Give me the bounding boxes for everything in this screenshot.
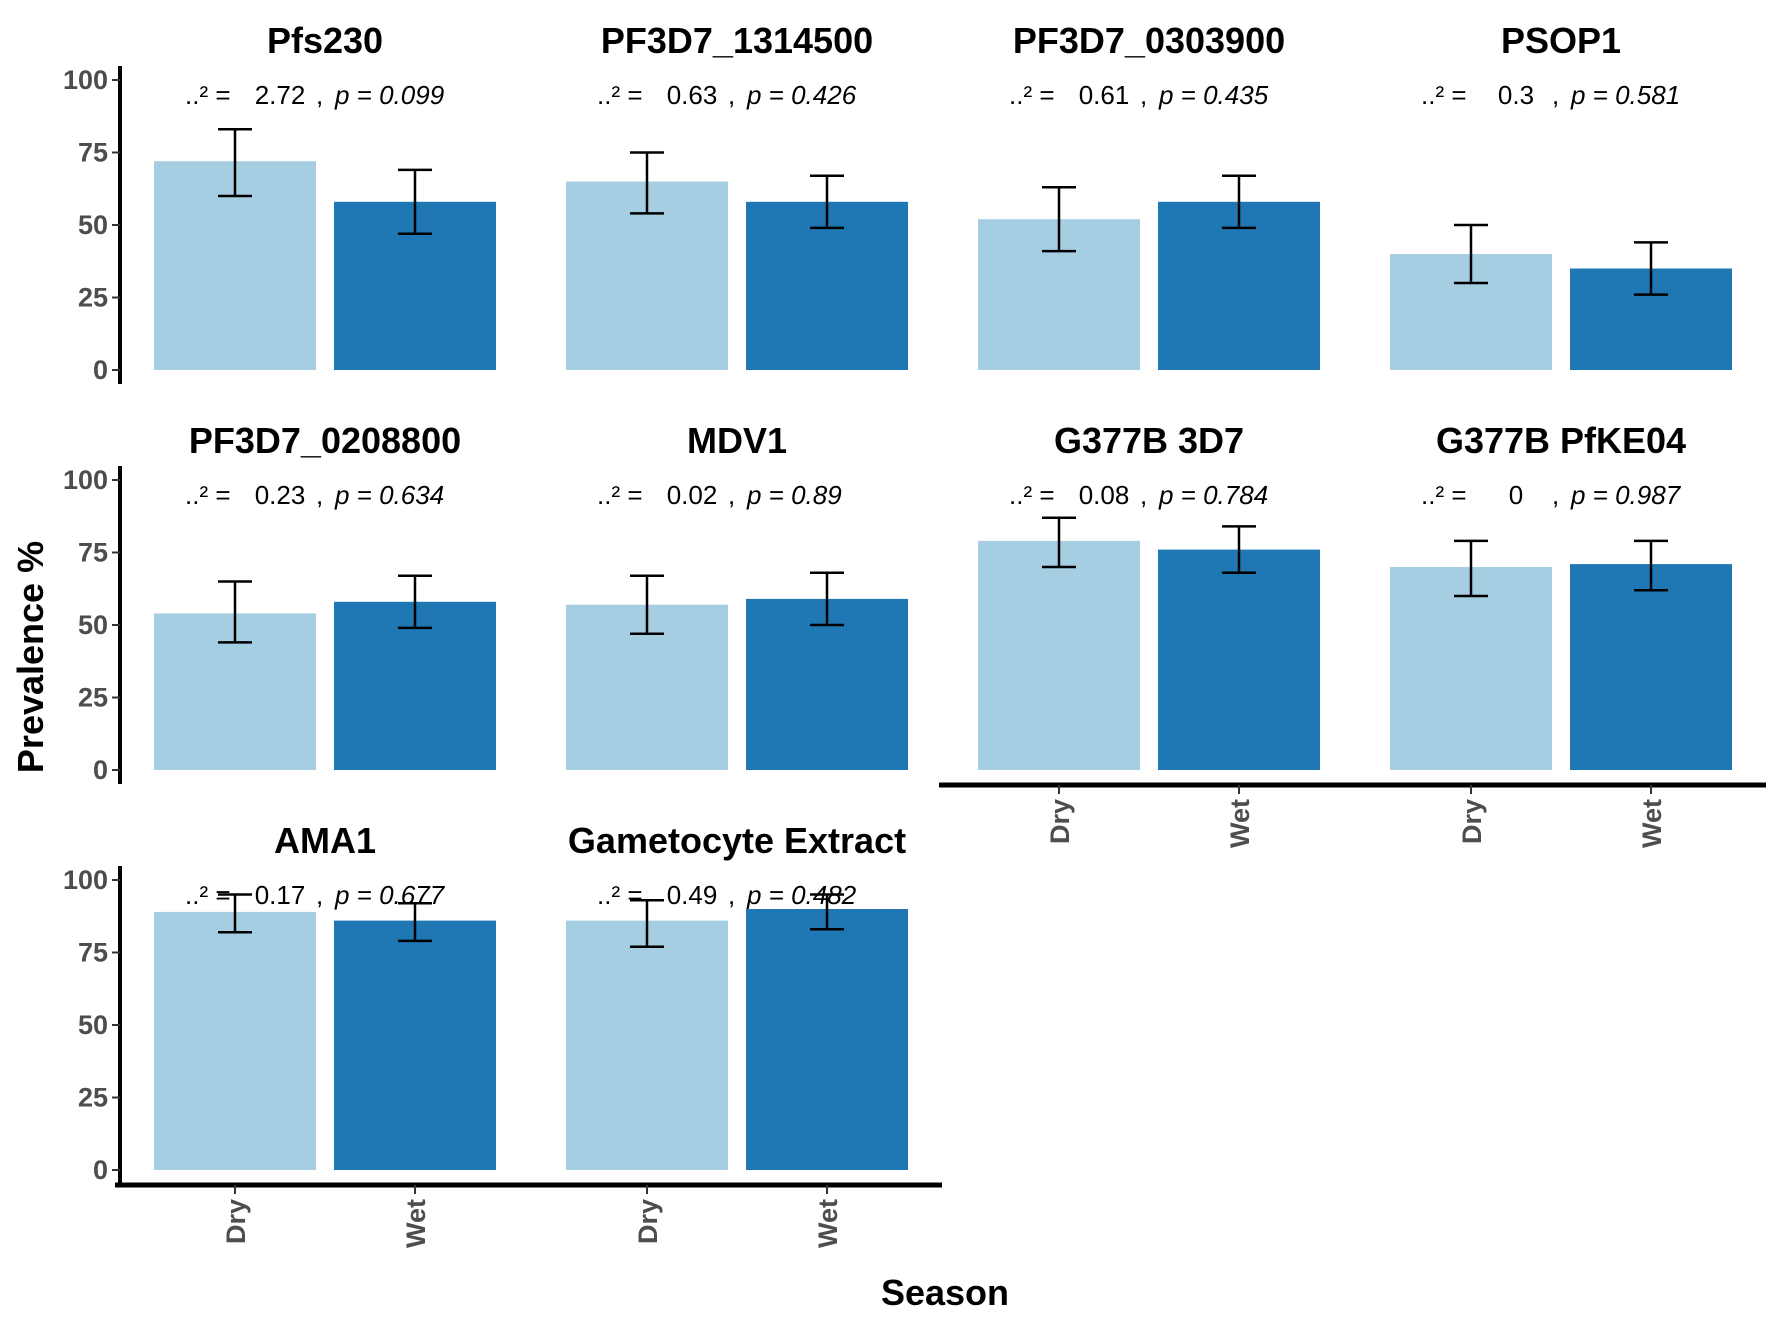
stat-separator: ,	[316, 80, 323, 110]
p-value: p = 0.435	[1158, 80, 1269, 110]
bar-dry	[154, 911, 316, 1170]
facet-panel-psop1: PSOP1 ..² = 0.3, p = 0.581	[1390, 20, 1732, 370]
x-tick-label-wet: Wet	[401, 1199, 431, 1248]
p-value: p = 0.099	[334, 80, 444, 110]
chi-square-value: 0.49	[667, 880, 718, 910]
chi-square-label: ..² =	[1009, 480, 1055, 510]
y-tick-label: 50	[78, 1010, 108, 1040]
x-axis-title: Season	[881, 1272, 1009, 1313]
x-tick-label-dry: Dry	[221, 1199, 251, 1244]
stat-separator: ,	[1140, 80, 1147, 110]
facet-panel-pf3d7-0303900: PF3D7_0303900 ..² = 0.61, p = 0.435	[978, 20, 1320, 370]
y-tick-label: 0	[93, 755, 108, 785]
chi-square-value: 0.61	[1079, 80, 1130, 110]
bar-wet	[746, 909, 908, 1170]
facet-title: PF3D7_0208800	[189, 420, 461, 461]
facet-title: Gametocyte Extract	[568, 820, 906, 861]
p-value: p = 0.784	[1158, 480, 1268, 510]
facet-panel-pf3d7-1314500: PF3D7_1314500 ..² = 0.63, p = 0.426	[566, 20, 908, 370]
bar-wet	[334, 601, 496, 770]
x-tick-label-dry: Dry	[1457, 799, 1487, 844]
stat-separator: ,	[316, 480, 323, 510]
stat-separator: ,	[728, 480, 735, 510]
facet-title: G377B 3D7	[1054, 420, 1244, 461]
chi-square-value: 0.02	[667, 480, 718, 510]
facet-title: PF3D7_0303900	[1013, 20, 1285, 61]
bar-wet	[746, 598, 908, 770]
facet-grid: Pfs230..² = 2.72, p = 0.0990255075100PF3D7…	[63, 20, 1766, 1248]
stat-separator: ,	[1552, 80, 1559, 110]
facet-panel-pf3d7-0208800: PF3D7_0208800 ..² = 0.23, p = 0.634 0 25 50 75 1…	[63, 420, 496, 785]
bar-wet	[746, 201, 908, 370]
chi-square-label: ..² =	[185, 480, 231, 510]
facet-title: Pfs230	[267, 20, 383, 61]
y-tick-label: 50	[78, 610, 108, 640]
facet-panel-gametocyte-extract: Gametocyte Extract..² = 0.49, p = 0.482Dry…	[527, 820, 942, 1248]
facet-panel-g377b-pfke04: G377B PfKE04 ..² = 0, p = 0.987 Dry Wet	[1351, 420, 1766, 848]
bar-wet	[334, 920, 496, 1170]
x-tick-label-dry: Dry	[1045, 799, 1075, 844]
y-axis-title: Prevalence %	[10, 541, 51, 773]
p-value: p = 0.987	[1570, 480, 1682, 510]
chi-square-value: 0.08	[1079, 480, 1130, 510]
y-tick-label: 0	[93, 1155, 108, 1185]
x-tick-label-dry: Dry	[633, 1199, 663, 1244]
y-tick-label: 100	[63, 465, 108, 495]
facet-title: G377B PfKE04	[1436, 420, 1686, 461]
bar-wet	[1570, 564, 1732, 770]
y-tick-label: 75	[78, 938, 108, 968]
x-tick-label-wet: Wet	[1225, 799, 1255, 848]
facet-panel-pfs230: Pfs230 ..² = 2.72, p = 0.099 0 25 50 75 100	[63, 20, 496, 385]
chi-square-value: 0.3	[1498, 80, 1534, 110]
p-value: p = 0.677	[334, 880, 446, 910]
y-tick-label: 25	[78, 283, 108, 313]
facet-panel-mdv1: MDV1 ..² = 0.02, p = 0.89	[566, 420, 908, 770]
facet-title: PF3D7_1314500	[601, 20, 873, 61]
facet-title: PSOP1	[1501, 20, 1621, 61]
y-tick-label: 50	[78, 210, 108, 240]
stat-separator: ,	[728, 880, 735, 910]
y-tick-label: 0	[93, 355, 108, 385]
facet-title: MDV1	[687, 420, 787, 461]
p-value: p = 0.581	[1570, 80, 1680, 110]
chi-square-label: ..² =	[1421, 80, 1467, 110]
p-value: p = 0.89	[746, 480, 842, 510]
chi-square-label: ..² =	[597, 880, 643, 910]
stat-separator: ,	[728, 80, 735, 110]
p-value: p = 0.426	[746, 80, 857, 110]
stat-separator: ,	[316, 880, 323, 910]
chi-square-value: 2.72	[255, 80, 306, 110]
chi-square-value: 0	[1509, 480, 1523, 510]
chi-square-value: 0.63	[667, 80, 718, 110]
chi-square-label: ..² =	[1421, 480, 1467, 510]
facet-title: AMA1	[274, 820, 376, 861]
y-tick-label: 25	[78, 1083, 108, 1113]
chi-square-label: ..² =	[597, 480, 643, 510]
chi-square-label: ..² =	[1009, 80, 1055, 110]
bar-wet	[1158, 549, 1320, 770]
y-tick-label: 25	[78, 683, 108, 713]
bar-dry	[566, 920, 728, 1170]
chi-square-value: 0.17	[255, 880, 306, 910]
y-tick-label: 100	[63, 65, 108, 95]
bar-dry	[1390, 567, 1552, 770]
y-tick-label: 75	[78, 538, 108, 568]
p-value: p = 0.634	[334, 480, 444, 510]
chi-square-label: ..² =	[185, 80, 231, 110]
stat-separator: ,	[1552, 480, 1559, 510]
y-tick-label: 75	[78, 138, 108, 168]
chi-square-label: ..² =	[597, 80, 643, 110]
x-tick-label-wet: Wet	[1637, 799, 1667, 848]
chi-square-value: 0.23	[255, 480, 306, 510]
bar-dry	[978, 540, 1140, 770]
y-tick-label: 100	[63, 865, 108, 895]
facet-panel-g377b-3d7: G377B 3D7 ..² = 0.08, p = 0.784 Dry Wet	[939, 420, 1354, 848]
x-tick-label-wet: Wet	[813, 1199, 843, 1248]
bar-wet	[1158, 201, 1320, 370]
stat-separator: ,	[1140, 480, 1147, 510]
